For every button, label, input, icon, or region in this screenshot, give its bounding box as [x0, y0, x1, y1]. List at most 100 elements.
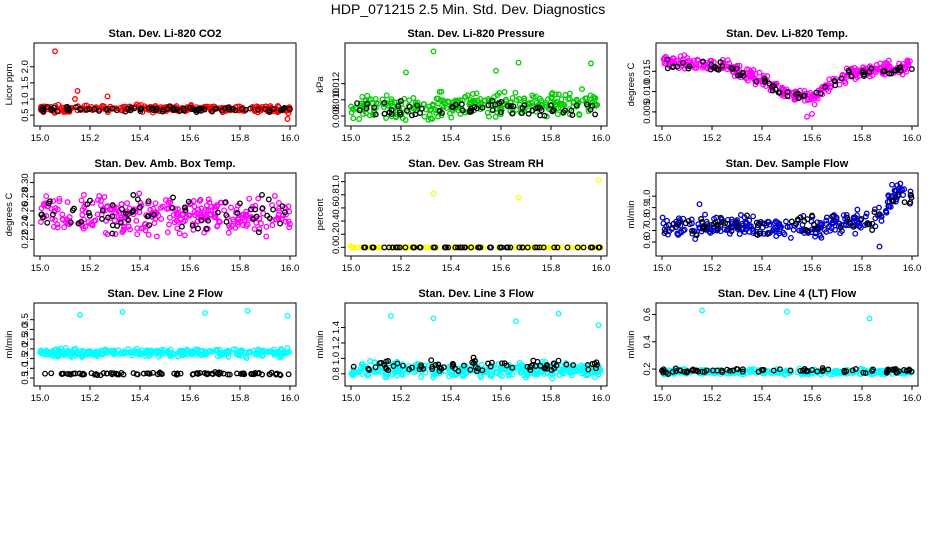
data-point	[228, 204, 234, 211]
data-point	[892, 198, 899, 205]
data-point	[752, 71, 759, 77]
data-point	[213, 202, 220, 209]
data-point	[80, 192, 87, 198]
data-point	[555, 105, 562, 112]
data-point	[232, 107, 239, 114]
data-point	[271, 192, 278, 199]
data-point	[92, 217, 99, 224]
data-point	[702, 211, 708, 218]
data-point	[693, 61, 700, 68]
x-tick-label: 15.0	[31, 133, 50, 144]
data-point	[191, 203, 198, 210]
y-tick-label: 1.5	[20, 76, 31, 89]
data-point	[265, 196, 272, 203]
data-point	[399, 372, 406, 379]
plot-frame	[655, 172, 919, 257]
data-point	[549, 108, 556, 115]
x-tick-label: 15.8	[231, 133, 250, 144]
data-point	[284, 312, 291, 319]
data-point	[172, 206, 179, 213]
data-point	[91, 371, 98, 378]
x-tick-label: 15.0	[653, 133, 672, 144]
data-point	[814, 368, 821, 375]
data-point	[479, 104, 486, 111]
data-point	[452, 244, 459, 251]
y-tick-label: 0.22	[20, 230, 31, 249]
data-point	[488, 244, 495, 251]
data-point	[711, 64, 717, 71]
data-point	[818, 234, 825, 241]
data-point	[267, 371, 273, 378]
data-point	[84, 201, 91, 208]
data-point	[50, 198, 57, 205]
data-point	[185, 212, 192, 219]
data-point	[254, 351, 261, 358]
data-point	[417, 244, 424, 251]
data-point	[901, 199, 908, 206]
data-point	[396, 244, 403, 251]
data-point	[690, 366, 697, 373]
data-point	[833, 369, 840, 376]
data-point	[856, 222, 862, 229]
data-point	[69, 207, 76, 214]
data-point	[214, 223, 221, 230]
data-point	[202, 309, 208, 316]
data-point	[67, 371, 74, 378]
data-point	[278, 353, 285, 360]
x-tick-label: 15.2	[392, 263, 411, 274]
data-point	[593, 359, 600, 366]
data-point	[495, 361, 502, 367]
data-point	[421, 113, 428, 120]
x-tick-label: 16.0	[903, 133, 922, 144]
y-tick-label: 0.8	[331, 367, 342, 380]
x-tick-label: 15.0	[31, 263, 50, 274]
data-point	[819, 83, 826, 90]
x-tick-label: 15.4	[442, 393, 461, 404]
data-point	[712, 219, 719, 226]
data-point	[216, 219, 223, 225]
data-point	[497, 366, 504, 373]
data-point	[592, 111, 599, 118]
data-point	[908, 194, 915, 201]
data-point	[418, 374, 425, 380]
data-point	[244, 307, 251, 314]
data-point	[797, 367, 804, 374]
y-axis-label: kPa	[315, 76, 326, 93]
x-tick-label: 15.0	[31, 393, 50, 404]
data-point	[352, 368, 359, 375]
data-point	[908, 66, 915, 73]
data-point	[372, 364, 379, 371]
data-point	[263, 233, 270, 240]
data-point	[886, 70, 893, 77]
plot-frame	[655, 302, 919, 387]
data-point	[99, 351, 106, 358]
data-point	[130, 192, 137, 198]
data-point	[783, 218, 789, 225]
data-point	[501, 360, 508, 367]
data-point	[275, 211, 282, 218]
data-point	[414, 102, 421, 109]
data-point	[243, 223, 250, 229]
data-point	[734, 217, 741, 224]
data-point	[906, 367, 912, 374]
data-point	[223, 212, 230, 219]
data-point	[766, 80, 773, 87]
data-point	[832, 82, 839, 89]
data-point	[733, 65, 740, 72]
y-tick-label: 0.5	[20, 109, 31, 122]
data-point	[181, 204, 188, 211]
data-point	[659, 367, 665, 374]
data-point	[851, 64, 858, 71]
data-point	[248, 371, 255, 377]
y-tick-label: 0.28	[20, 188, 31, 207]
data-point	[430, 315, 437, 322]
y-tick-label: 2.0	[20, 60, 31, 73]
data-point	[166, 197, 173, 204]
data-point	[550, 107, 557, 114]
data-point	[159, 108, 166, 115]
data-point	[753, 78, 760, 85]
data-point	[166, 221, 172, 228]
data-point	[94, 211, 101, 218]
chart-panel: Stan. Dev. Li-820 Pressure 15.0 15.2 15.4 15…	[315, 28, 610, 144]
data-point	[355, 244, 362, 251]
